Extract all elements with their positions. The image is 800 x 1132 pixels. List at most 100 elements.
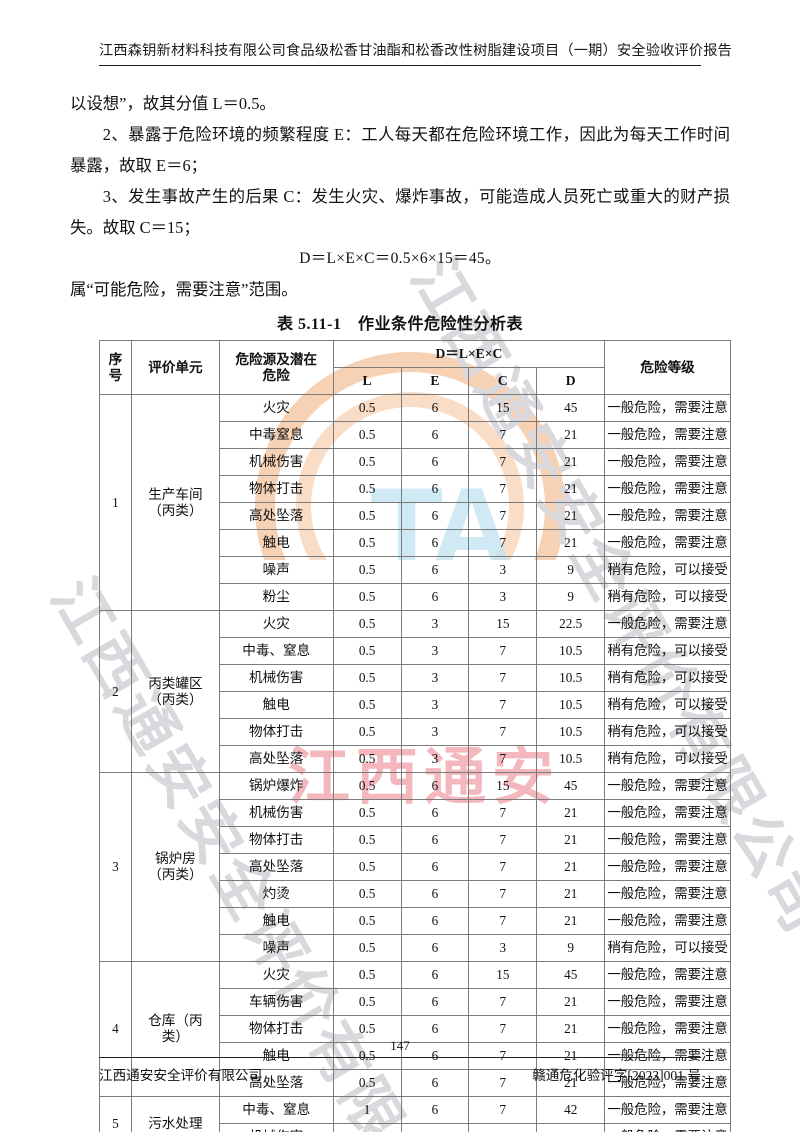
cell-c: 7 [468, 664, 538, 692]
th-dlec-group: D＝L×E×C [332, 340, 606, 368]
cell-d: 21 [536, 1069, 606, 1097]
cell-l: 0.5 [332, 475, 402, 503]
cell-l: 0.5 [332, 529, 402, 557]
cell-c: 7 [468, 448, 538, 476]
cell-d: 45 [536, 394, 606, 422]
cell-e: 6 [400, 907, 470, 935]
th-l: L [332, 367, 402, 395]
cell-serial-number: 5 [99, 1096, 132, 1132]
cell-d: 21 [536, 907, 606, 935]
body-formula: D＝L×E×C＝0.5×6×15＝45。 [299, 250, 501, 267]
cell-d: 21 [536, 421, 606, 449]
cell-hazard: 物体打击 [218, 718, 334, 746]
th-c: C [468, 367, 538, 395]
cell-c: 7 [468, 475, 538, 503]
cell-evaluation-unit: 生产车间 （丙类） [130, 394, 220, 611]
cell-d: 21 [536, 475, 606, 503]
table-row: 触电 0.5 6 7 21 一般危险，需要注意 [100, 1042, 731, 1070]
cell-l: 0.5 [332, 745, 402, 773]
cell-hazard: 火灾 [218, 394, 334, 422]
page-number: 147 [390, 1038, 410, 1053]
cell-e: 6 [400, 583, 470, 611]
table-row: 噪声 0.5 6 3 9 稍有危险，可以接受 [100, 934, 731, 962]
cell-d: 10.5 [536, 718, 606, 746]
cell-l: 0.5 [332, 421, 402, 449]
table-row: 触电 0.5 3 7 10.5 稍有危险，可以接受 [100, 691, 731, 719]
table-row: 1 生产车间 （丙类） 火灾 0.5 6 15 45 一般危险，需要注意 [99, 394, 731, 611]
table-row: 高处坠落 0.5 6 7 21 一般危险，需要注意 [100, 853, 731, 881]
table-row: 触电 0.5 6 7 21 一般危险，需要注意 [100, 529, 731, 557]
cell-c: 15 [468, 961, 538, 989]
th-risk-level: 危险等级 [604, 340, 731, 395]
cell-risk-level: 稍有危险，可以接受 [604, 745, 731, 773]
cell-c: 15 [468, 610, 538, 638]
cell-hazard: 噪声 [218, 934, 334, 962]
unit-line-2: 类） [161, 1029, 189, 1044]
cell-d: 21 [536, 1042, 606, 1070]
cell-c: 7 [468, 1123, 538, 1132]
cell-e: 6 [400, 1123, 470, 1132]
cell-d: 21 [536, 529, 606, 557]
cell-hazard: 高处坠落 [218, 853, 334, 881]
cell-e: 6 [400, 880, 470, 908]
cell-l: 0.5 [332, 880, 402, 908]
cell-e: 6 [400, 826, 470, 854]
unit-line-1: 生产车间 [148, 486, 203, 502]
cell-d: 21 [536, 826, 606, 854]
cell-hazard: 中毒窒息 [218, 421, 334, 449]
cell-serial-number: 1 [99, 394, 132, 611]
cell-c: 7 [468, 691, 538, 719]
footer-row: 江西通安安全评价有限公司 赣通危化验评字[2023]001 号 [99, 1058, 701, 1084]
cell-risk-level: 稍有危险，可以接受 [604, 556, 731, 584]
th-hazard-line1: 危险源及潜在 [235, 351, 317, 367]
cell-d: 45 [536, 961, 606, 989]
cell-l: 0.5 [332, 799, 402, 827]
cell-evaluation-unit: 污水处理 [130, 1096, 220, 1132]
cell-l: 0.5 [332, 610, 402, 638]
cell-c: 7 [468, 718, 538, 746]
cell-hazard: 噪声 [218, 556, 334, 584]
cell-e: 3 [400, 691, 470, 719]
cell-d: 10.5 [536, 637, 606, 665]
cell-e: 6 [400, 988, 470, 1016]
header-rule [99, 65, 701, 66]
unit-line-1: 锅炉房 [154, 851, 196, 867]
table-row: 物体打击 0.5 6 7 21 一般危险，需要注意 [100, 1015, 731, 1043]
cell-e: 6 [400, 1096, 470, 1124]
cell-hazard: 车辆伤害 [218, 988, 334, 1016]
cell-evaluation-unit: 锅炉房 （丙类） [130, 772, 220, 962]
cell-hazard: 高处坠落 [218, 745, 334, 773]
cell-serial-number: 4 [99, 961, 132, 1097]
cell-risk-level: 稍有危险，可以接受 [604, 934, 731, 962]
th-serial-number: 序 号 [99, 340, 132, 395]
unit-line-2: （丙类） [148, 867, 203, 882]
cell-serial-number: 2 [99, 610, 132, 773]
cell-e: 6 [400, 799, 470, 827]
cell-e: 6 [400, 934, 470, 962]
cell-c: 7 [468, 529, 538, 557]
unit-line-1: 仓库（丙 [148, 1013, 203, 1029]
cell-c: 7 [468, 745, 538, 773]
cell-l: 0.5 [332, 934, 402, 962]
table-caption: 表 5.11-1 作业条件危险性分析表 [277, 316, 523, 333]
footer-company: 江西通安安全评价有限公司 [99, 1068, 263, 1083]
cell-c: 7 [468, 880, 538, 908]
footer-rule [99, 1057, 701, 1058]
cell-risk-level: 一般危险，需要注意 [604, 448, 731, 476]
cell-risk-level: 一般危险，需要注意 [604, 1123, 731, 1132]
running-header: 江西森钥新材料科技有限公司食品级松香甘油酯和松香改性树脂建设项目（一期）安全验收… [99, 40, 732, 66]
cell-e: 6 [400, 421, 470, 449]
cell-c: 7 [468, 907, 538, 935]
cell-c: 3 [468, 556, 538, 584]
cell-hazard: 火灾 [218, 610, 334, 638]
cell-c: 7 [468, 826, 538, 854]
cell-hazard: 触电 [218, 529, 334, 557]
cell-c: 3 [468, 934, 538, 962]
th-e: E [400, 367, 470, 395]
cell-e: 6 [400, 556, 470, 584]
cell-e: 3 [400, 610, 470, 638]
th-hazard-source: 危险源及潜在 危险 [218, 340, 334, 395]
cell-l: 0.5 [332, 583, 402, 611]
cell-e: 6 [400, 502, 470, 530]
